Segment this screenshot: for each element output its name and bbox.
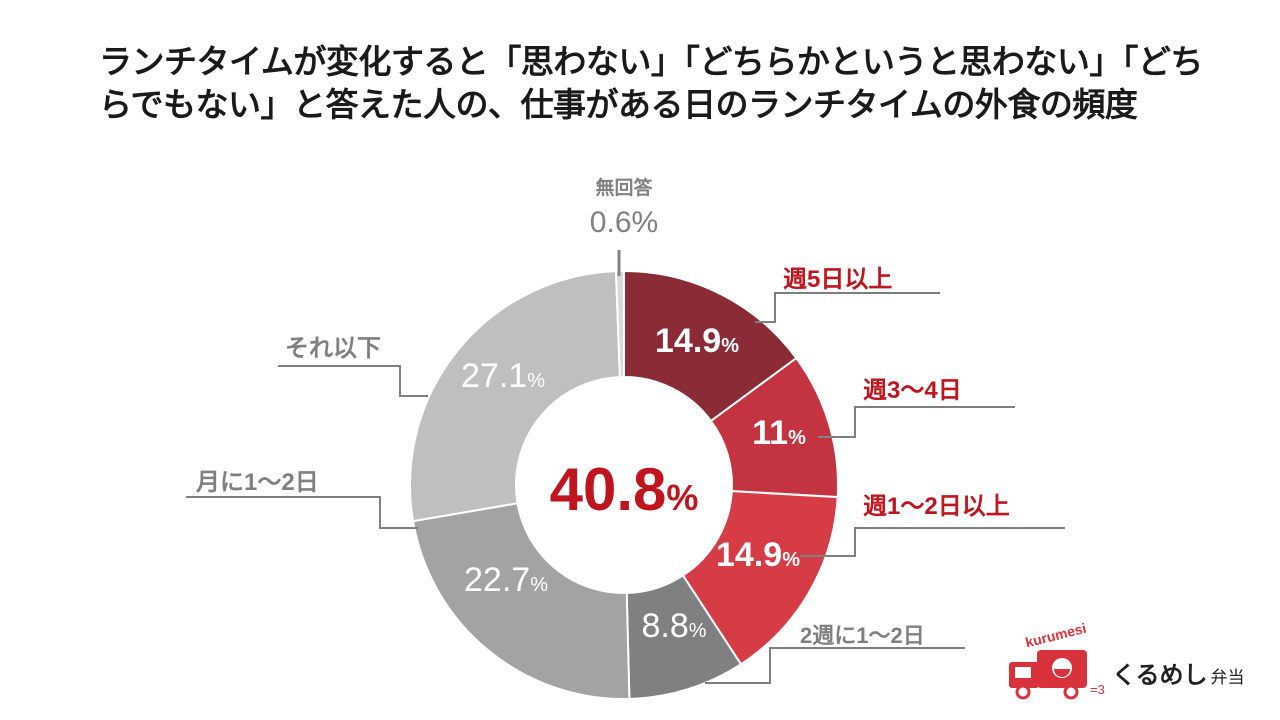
leader-line-0 [755, 292, 940, 323]
page-title: ランチタイムが変化すると「思わない」「どちらかというと思わない」「どちらでもない… [99, 42, 1203, 124]
brand-name-sub: 弁当 [1210, 668, 1245, 688]
leader-line-2 [800, 527, 1065, 557]
leader-lines [186, 250, 1065, 684]
brand-name: くるめし 弁当 [1112, 655, 1245, 690]
center-percentage: 40.8% [550, 456, 699, 523]
truck-icon: kurumesi =3 [1009, 620, 1105, 700]
slice-label-3: 2週に1〜2日 [800, 623, 925, 648]
slice-value-1: 11% [752, 414, 806, 452]
svg-text:=3: =3 [1090, 682, 1105, 697]
slice-label-6: 無回答 [595, 176, 653, 199]
slice-value-4: 22.7% [464, 561, 548, 599]
slice-label-1: 週3〜4日 [863, 377, 962, 404]
label-group: 14.9% 週5日以上 11% 週3〜4日 14.9% 週1〜2日以上 8.8% 2週に1〜2… [195, 176, 1010, 648]
leader-line-4 [186, 496, 418, 529]
slice-value-2: 14.9% [716, 536, 800, 574]
slice-value-6: 0.6% [590, 206, 658, 239]
slice-group [409, 269, 839, 700]
slice-label-4: 月に1〜2日 [195, 469, 319, 496]
slice-value-5: 27.1% [461, 357, 545, 395]
slice-label-5: それ以下 [285, 335, 381, 362]
slice-label-2: 週1〜2日以上 [863, 493, 1010, 520]
leader-line-5 [278, 365, 428, 397]
slice-5 [409, 270, 621, 523]
slice-label-0: 週5日以上 [783, 266, 892, 293]
slice-0 [623, 269, 798, 423]
logo-text: kurumesi [1024, 622, 1088, 650]
slice-value-0: 14.9% [655, 322, 739, 360]
brand-logo: kurumesi =3 くるめし 弁当 [1005, 620, 1275, 702]
center-unit: % [666, 477, 698, 518]
leader-line-1 [818, 406, 1015, 438]
leader-line-3 [705, 647, 965, 684]
slice-2 [681, 490, 839, 666]
brand-name-main: くるめし [1112, 661, 1208, 689]
slice-value-3: 8.8% [641, 607, 706, 645]
slice-4 [411, 502, 631, 700]
center-value: 40.8 [550, 456, 667, 523]
